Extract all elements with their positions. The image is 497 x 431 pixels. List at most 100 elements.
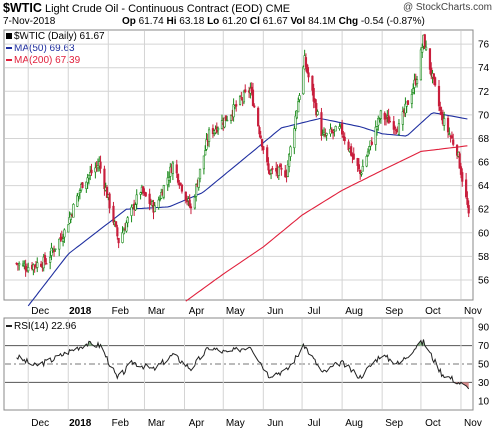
candle-body [410, 93, 413, 104]
candle-body [43, 255, 47, 263]
candle-body [448, 133, 451, 135]
candle-body [167, 177, 171, 181]
candle-body [40, 263, 43, 267]
ma200-swatch-icon [6, 59, 12, 62]
candle-body [297, 101, 300, 113]
candle-body [45, 263, 48, 265]
candle-body [375, 126, 379, 130]
price-swatch-icon [6, 33, 12, 39]
high-value: 63.18 [179, 16, 205, 27]
candle-body [135, 194, 138, 205]
candle-body [419, 49, 423, 81]
price-y-tick-label: 74 [478, 63, 490, 74]
rsi-x-tick-label: Aug [345, 418, 363, 429]
candle-body [279, 164, 282, 168]
rsi-x-tick-label: Apr [189, 418, 205, 429]
candle-body [58, 238, 61, 250]
x-tick-label: Jun [267, 306, 283, 317]
ma50-line [27, 112, 468, 307]
candle-body [90, 169, 93, 174]
candle-body [36, 262, 39, 268]
candle-body [378, 118, 381, 121]
candle-body [277, 166, 280, 176]
rsi-x-tick-label: Nov [464, 418, 482, 429]
candle-body [67, 224, 70, 233]
rsi-x-tick-label: May [226, 418, 245, 429]
candle-body [465, 179, 468, 198]
candle-body [253, 105, 256, 108]
candle-body [325, 133, 328, 136]
candle-body [193, 196, 196, 209]
candle-body [108, 193, 111, 209]
rsi-grid [5, 319, 472, 409]
candle-body [179, 182, 182, 185]
price-y-tick-label: 76 [478, 40, 490, 51]
candle-body [392, 121, 395, 130]
candle-body [360, 172, 363, 175]
x-tick-label: Aug [345, 306, 363, 317]
candle-body [198, 168, 202, 180]
candle-body [313, 99, 317, 103]
moving-averages [27, 112, 468, 307]
volume-label: Vol [290, 16, 306, 27]
candle-body [72, 204, 75, 218]
candle-body [320, 112, 323, 136]
candle-body [63, 229, 66, 238]
candle-body [280, 167, 283, 170]
candle-body [271, 168, 274, 170]
candle-body [361, 166, 364, 172]
candle-body [379, 110, 382, 119]
candle-body [267, 163, 270, 171]
candle-body [424, 46, 428, 51]
candle-body [384, 117, 388, 120]
candle-body [125, 222, 128, 232]
candle-body [114, 221, 118, 227]
legend-rsi: RSI(14) 22.96 [6, 321, 76, 332]
price-y-tick-label: 56 [478, 275, 490, 286]
candle-body [130, 206, 133, 216]
rsi-x-tick-label: Dec [31, 418, 49, 429]
candle-body [54, 248, 57, 250]
candle-body [393, 126, 397, 129]
high-label: Hi [166, 16, 177, 27]
candle-body [122, 229, 125, 235]
candle-body [461, 172, 464, 182]
candle-body [401, 111, 404, 125]
candle-body [202, 155, 205, 170]
exchange-label: CME [265, 3, 291, 15]
candle-body [52, 250, 56, 252]
candle-body [397, 123, 401, 135]
candle-body [366, 151, 370, 156]
candle-body [207, 129, 211, 142]
candle-body [251, 89, 255, 106]
low-label: Lo [207, 16, 220, 27]
candle-body [432, 73, 435, 80]
candle-body [347, 141, 350, 151]
candle-body [295, 110, 299, 119]
rsi-panel-frame [3, 317, 474, 411]
candle-body [440, 111, 443, 116]
change-label: Chg [338, 16, 359, 27]
candle-body [330, 130, 333, 133]
x-tick-label: May [226, 306, 245, 317]
candle-body [302, 66, 305, 95]
rsi-x-tick-label: 2018 [69, 418, 92, 429]
candle-body [121, 232, 124, 243]
candle-body [189, 206, 193, 209]
open-value: 61.74 [138, 16, 164, 27]
instrument-name: Light Crude Oil - Continuous Contract (E… [44, 3, 263, 15]
x-tick-label: Sep [385, 306, 403, 317]
rsi-overbought-fill [16, 339, 469, 346]
price-y-tick-label: 58 [478, 252, 490, 263]
candle-body [126, 217, 129, 224]
candle-body [357, 164, 361, 170]
candle-body [266, 147, 269, 163]
candle-body [27, 267, 30, 272]
close-value: 61.67 [262, 16, 288, 27]
ma50-swatch-icon [6, 47, 12, 50]
candle-body [94, 167, 97, 173]
rsi-x-tick-label: Sep [385, 418, 403, 429]
candle-body [269, 169, 273, 174]
candle-body [232, 104, 235, 118]
